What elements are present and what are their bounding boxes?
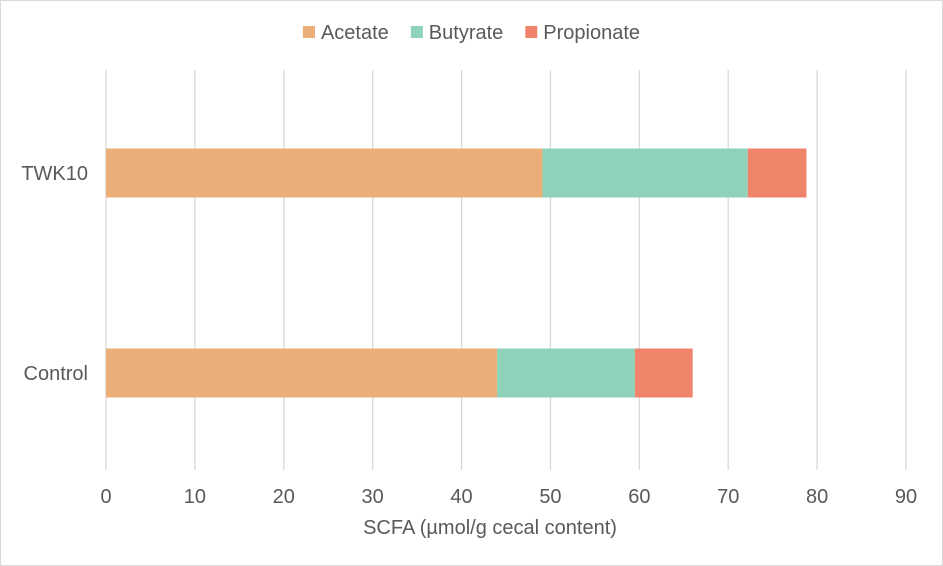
x-tick-label-60: 60 xyxy=(628,486,650,508)
legend: Acetate Butyrate Propionate xyxy=(302,22,640,44)
bar-twk10-propionate xyxy=(747,148,807,198)
x-axis-title: SCFA (µmol/g cecal content) xyxy=(363,517,617,539)
legend-label-propionate: Propionate xyxy=(543,22,640,44)
x-tick-label-80: 80 xyxy=(806,486,828,508)
category-label-twk10: TWK10 xyxy=(21,163,88,185)
legend-item-acetate: Acetate xyxy=(302,22,389,44)
legend-swatch-propionate xyxy=(525,26,538,38)
legend-item-butyrate: Butyrate xyxy=(410,22,503,44)
category-label-control: Control xyxy=(24,363,88,385)
x-tick-label-10: 10 xyxy=(184,486,206,508)
bars xyxy=(106,148,807,398)
bar-twk10-butyrate xyxy=(542,148,748,198)
category-labels: TWK10 Control xyxy=(21,163,88,385)
legend-swatch-acetate xyxy=(302,26,315,38)
x-tick-label-50: 50 xyxy=(539,486,561,508)
legend-label-butyrate: Butyrate xyxy=(429,22,503,44)
x-tick-label-20: 20 xyxy=(273,486,295,508)
x-tick-label-70: 70 xyxy=(717,486,739,508)
gridlines xyxy=(105,70,907,470)
x-tick-label-40: 40 xyxy=(450,486,472,508)
legend-item-propionate: Propionate xyxy=(525,22,640,44)
bar-control-acetate xyxy=(106,348,498,398)
x-tick-label-90: 90 xyxy=(895,486,917,508)
x-tick-label-30: 30 xyxy=(362,486,384,508)
x-tick-label-0: 0 xyxy=(100,486,111,508)
legend-swatch-butyrate xyxy=(410,26,423,38)
bar-twk10-acetate xyxy=(106,148,543,198)
bar-control-propionate xyxy=(634,348,693,398)
bar-control-butyrate xyxy=(497,348,635,398)
legend-label-acetate: Acetate xyxy=(321,22,389,44)
x-tick-labels: 0 10 20 30 40 50 60 70 80 90 xyxy=(100,486,917,508)
